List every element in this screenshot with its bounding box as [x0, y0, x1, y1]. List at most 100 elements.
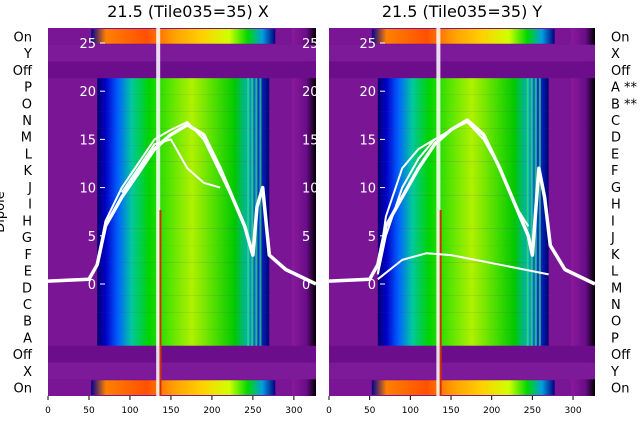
heatmap-row-4 — [97, 94, 270, 112]
plot-edge-shade — [292, 28, 316, 396]
row-label: L — [25, 147, 33, 162]
heatmap-row-10 — [377, 195, 549, 212]
heatmap-row-12 — [377, 228, 549, 246]
heatmap-row-12 — [97, 228, 270, 246]
x-tick-label: 250 — [244, 406, 261, 416]
overlay-tick-label: 10 — [79, 182, 96, 197]
row-label: J — [27, 181, 32, 196]
heatmap-row-13 — [377, 245, 549, 263]
chart-title: 21.5 (Tile035=35) X — [107, 2, 269, 21]
rfi-stripe — [526, 78, 529, 346]
x-tick-label: 300 — [564, 406, 581, 416]
rfi-stripe — [530, 78, 533, 346]
x-tick-label: 150 — [162, 406, 179, 416]
overlay-tick-label-right: 25 — [302, 37, 319, 52]
row-label: Y — [610, 365, 619, 380]
heatmap-row-7 — [97, 145, 270, 162]
heatmap-row-20 — [48, 362, 316, 380]
heatmap-row-6 — [97, 128, 270, 146]
x-tick-label: 200 — [203, 406, 220, 416]
overlay-tick-label-right: 15 — [302, 133, 319, 148]
row-label: On — [14, 382, 32, 397]
heatmap-row-19 — [48, 345, 316, 363]
row-label: H — [22, 214, 32, 229]
heatmap-row-13 — [97, 245, 270, 263]
row-label: X — [23, 365, 32, 380]
x-tick-label: 300 — [285, 406, 302, 416]
heatmap-row-2 — [48, 61, 316, 79]
heatmap-row-16 — [377, 295, 549, 313]
rfi-spike-red — [439, 210, 442, 396]
x-tick-label: 250 — [524, 406, 541, 416]
overlay-tick-label: 15 — [359, 133, 376, 148]
overlay-tick-label: 20 — [359, 85, 376, 100]
heatmap-row-0 — [91, 29, 276, 44]
rfi-stripe — [251, 78, 254, 346]
x-tick-label: 150 — [442, 406, 459, 416]
heatmap-row-21 — [371, 380, 555, 395]
row-label: O — [22, 97, 32, 112]
overlay-line-1 — [96, 121, 238, 265]
heatmap-row-18 — [377, 329, 549, 346]
row-label: P — [24, 81, 32, 96]
heatmap-row-19 — [329, 345, 595, 363]
overlay-tick-label-right: 0 — [302, 278, 310, 293]
row-label: H — [611, 198, 621, 213]
heatmap-row-18 — [97, 329, 270, 346]
heatmap-row-16 — [97, 295, 270, 313]
row-label: L — [611, 265, 619, 280]
row-label: N — [611, 298, 621, 313]
row-label: D — [22, 281, 32, 296]
row-label: A — [23, 331, 32, 346]
overlay-tick-label: 25 — [359, 37, 376, 52]
x-tick-label: 100 — [402, 406, 419, 416]
row-label: M — [611, 281, 622, 296]
heatmap-row-8 — [97, 161, 270, 179]
chart-title: 21.5 (Tile035=35) Y — [382, 2, 543, 21]
heatmap-row-8 — [377, 161, 549, 179]
row-label: B ** — [611, 97, 638, 112]
rfi-stripe — [538, 78, 541, 346]
row-label: E — [24, 265, 32, 280]
overlay-tick-label: 10 — [359, 182, 376, 197]
overlay-line-1 — [376, 121, 530, 275]
overlay-tick-label: 5 — [368, 230, 376, 245]
row-label: On — [611, 30, 629, 45]
heatmap-row-20 — [329, 362, 595, 380]
heatmap-row-14 — [377, 262, 549, 279]
row-label: Y — [23, 47, 32, 62]
heatmap-row-11 — [97, 212, 270, 229]
row-label: P — [611, 331, 619, 346]
heatmap-row-5 — [377, 111, 549, 129]
rfi-spike-red — [159, 210, 162, 396]
rfi-stripe — [259, 78, 262, 346]
heatmap-row-14 — [97, 262, 270, 279]
overlay-tick-label: 0 — [88, 278, 96, 293]
heatmap-row-6 — [377, 128, 549, 146]
overlay-tick-label: 25 — [79, 37, 96, 52]
heatmap-row-11 — [377, 212, 549, 229]
row-label: X — [611, 47, 620, 62]
row-label: O — [611, 315, 621, 330]
heatmap-row-1 — [329, 44, 595, 62]
overlay-line-2 — [120, 138, 221, 193]
overlay-tick-label-right: 10 — [302, 182, 319, 197]
row-label: M — [21, 131, 32, 146]
heatmap-row-0 — [371, 29, 555, 44]
overlay-tick-label: 15 — [79, 133, 96, 148]
row-label: K — [611, 248, 620, 263]
overlay-tick-label: 5 — [88, 230, 96, 245]
rfi-stripe — [247, 78, 250, 346]
row-label: On — [611, 382, 629, 397]
overlay-line-2 — [377, 252, 549, 280]
row-label: E — [611, 147, 619, 162]
row-label: F — [25, 248, 32, 263]
overlay-tick-label-right: 20 — [302, 85, 319, 100]
heatmap-row-3 — [377, 78, 549, 95]
row-label: B — [23, 315, 32, 330]
row-label: J — [610, 231, 615, 246]
heatmap-row-17 — [377, 312, 549, 330]
x-tick-label: 0 — [326, 406, 332, 416]
